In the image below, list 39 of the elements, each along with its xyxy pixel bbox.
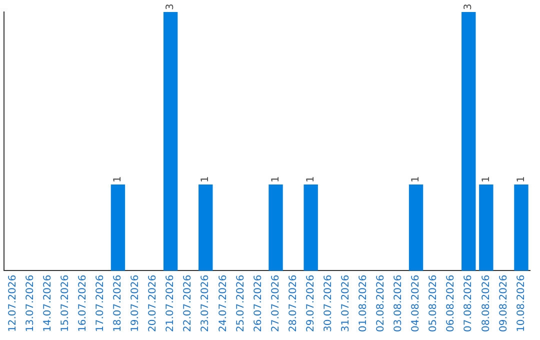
- x-tick-label: 03.08.2026: [393, 274, 404, 332]
- x-tick-label: 24.07.2026: [218, 274, 229, 332]
- x-tick-label: 12.07.2026: [7, 274, 18, 332]
- x-tick-label: 31.07.2026: [340, 274, 352, 332]
- x-tick-label: 19.07.2026: [130, 274, 142, 332]
- x-tick-label: 17.07.2026: [95, 274, 106, 332]
- x-tick-label: 06.08.2026: [446, 274, 457, 332]
- x-tick-label: 05.08.2026: [428, 274, 440, 332]
- data-label: 1: [480, 176, 492, 182]
- data-label: 1: [516, 176, 527, 182]
- data-label: 3: [463, 4, 474, 10]
- x-tick-label: 01.08.2026: [358, 274, 370, 332]
- x-tick-label: 14.07.2026: [42, 274, 54, 332]
- x-tick-label: 07.08.2026: [463, 274, 474, 332]
- x-tick-label: 22.07.2026: [182, 274, 194, 332]
- data-label: 1: [270, 176, 282, 182]
- data-label: 1: [410, 176, 422, 182]
- data-label: 1: [305, 176, 316, 182]
- x-tick-label: 30.07.2026: [322, 274, 334, 332]
- x-tick-label: 02.08.2026: [376, 274, 387, 332]
- x-tick-label: 26.07.2026: [252, 274, 264, 332]
- x-tick-label: 09.08.2026: [498, 274, 510, 332]
- x-tick-label: 25.07.2026: [235, 274, 246, 332]
- x-tick-label: 27.07.2026: [270, 274, 282, 332]
- x-tick-label: 23.07.2026: [200, 274, 212, 332]
- x-tick-label: 21.07.2026: [165, 274, 176, 332]
- x-tick-label: 29.07.2026: [305, 274, 316, 332]
- data-label: 1: [200, 176, 212, 182]
- x-tick-label: 04.08.2026: [410, 274, 422, 332]
- data-label: 3: [165, 4, 176, 10]
- x-tick-label: 28.07.2026: [288, 274, 299, 332]
- x-tick-label: 20.07.2026: [148, 274, 159, 332]
- x-tick-label: 13.07.2026: [24, 274, 36, 332]
- x-tick-label: 18.07.2026: [112, 274, 124, 332]
- x-tick-label: 15.07.2026: [60, 274, 71, 332]
- x-tick-label: 10.08.2026: [516, 274, 527, 332]
- x-tick-label: 08.08.2026: [480, 274, 492, 332]
- x-tick-label: 16.07.2026: [77, 274, 88, 332]
- data-label: 1: [112, 176, 124, 182]
